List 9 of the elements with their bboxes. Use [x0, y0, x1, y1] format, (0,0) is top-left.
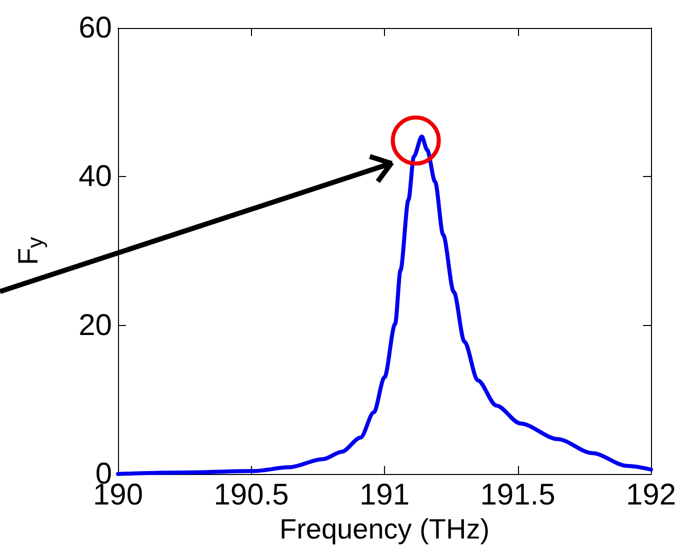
y-axis-title: Fy: [12, 236, 48, 266]
x-tick-label: 191: [359, 478, 410, 512]
y-tick-label: 20: [78, 308, 112, 342]
x-axis-title: Frequency (THz): [279, 513, 490, 544]
y-tick-label: 40: [78, 160, 112, 194]
x-tick-label: 191.5: [480, 478, 556, 512]
x-tick-label: 190.5: [214, 478, 289, 512]
x-tick-label: 192: [626, 478, 676, 512]
y-tick-label: 60: [78, 12, 112, 44]
